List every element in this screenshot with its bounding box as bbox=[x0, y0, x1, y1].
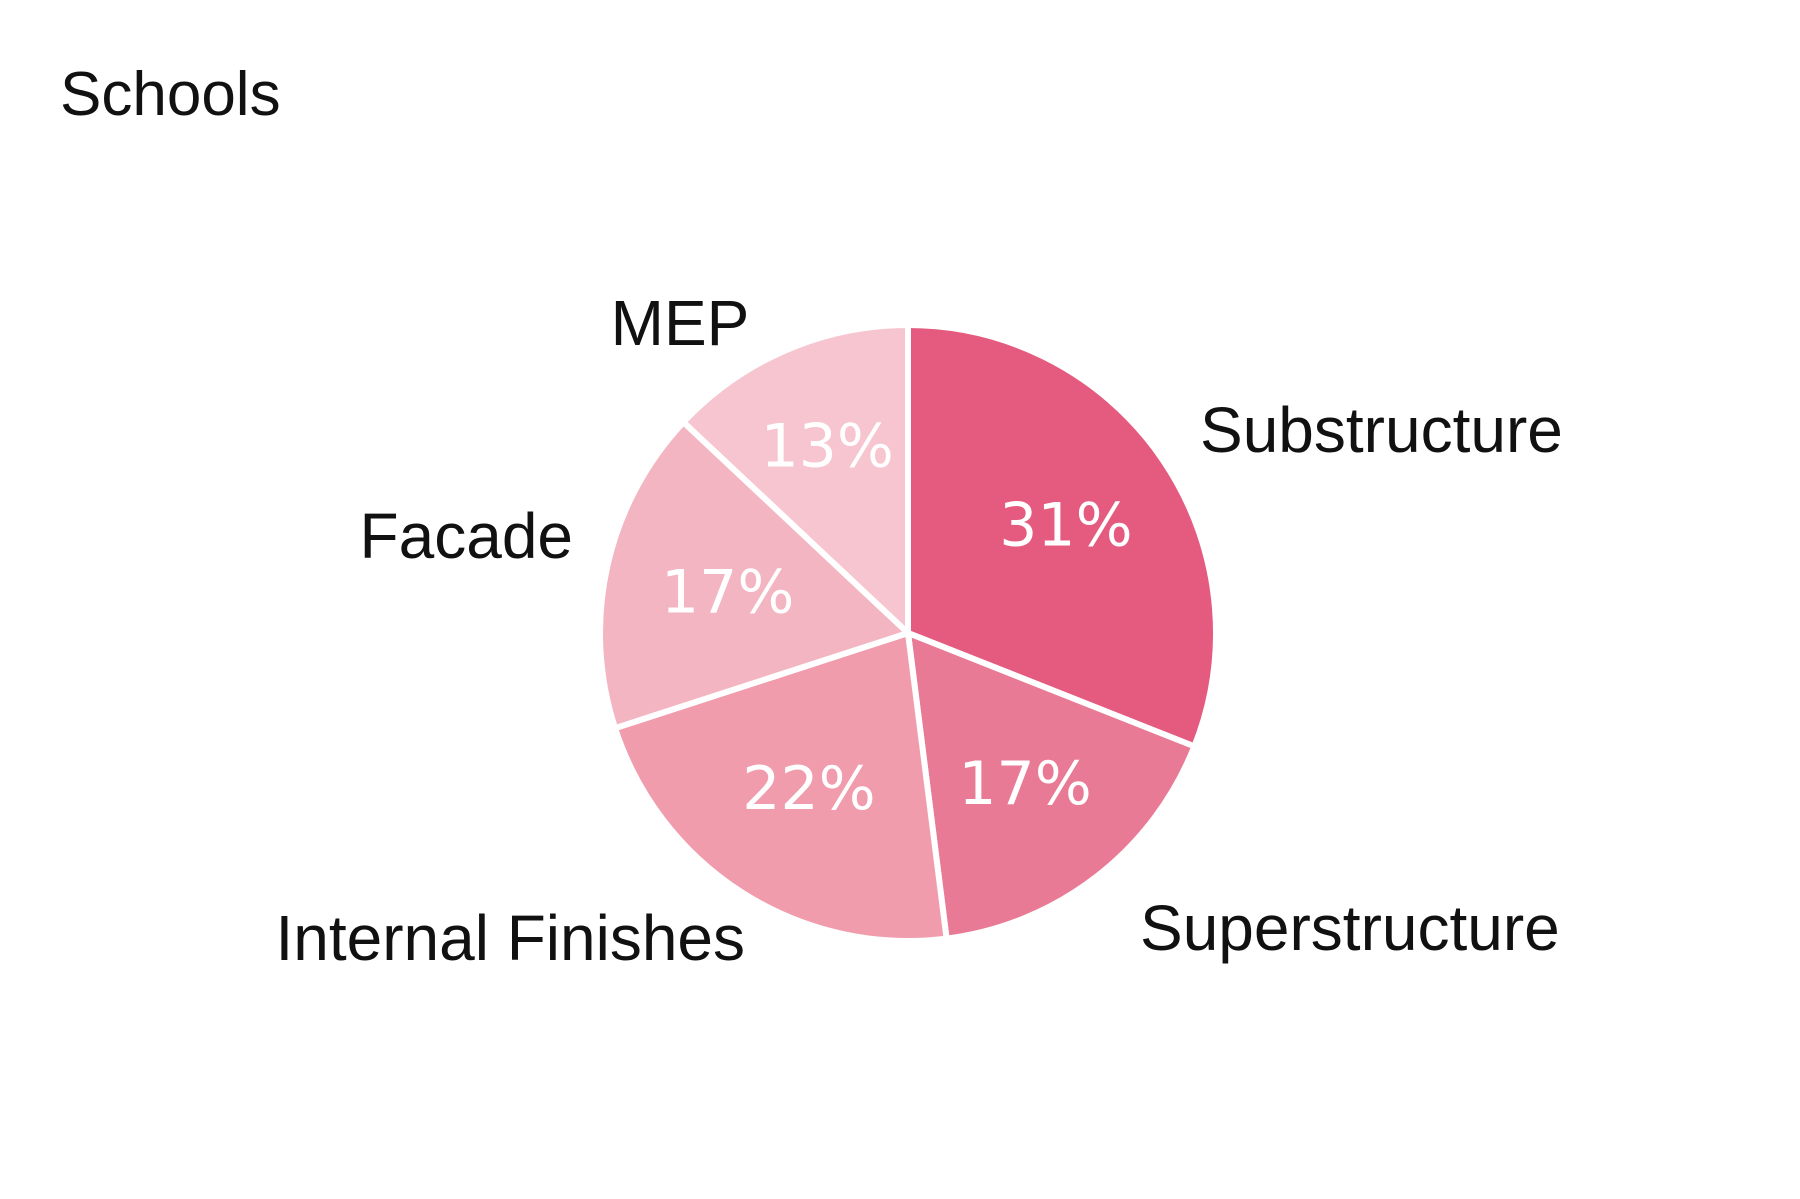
pie-slice-facade bbox=[597, 419, 911, 732]
pie-slice-superstructure bbox=[905, 630, 1198, 942]
percent-label-facade: 17% bbox=[661, 558, 794, 628]
percent-labels: 31% 17% 22% 17% 13% bbox=[661, 411, 1133, 824]
pie-slice-substructure bbox=[905, 322, 1219, 750]
category-label-facade: Facade bbox=[360, 500, 573, 572]
pie-slices bbox=[597, 322, 1219, 944]
percent-label-superstructure: 17% bbox=[958, 749, 1091, 819]
percent-label-substructure: 31% bbox=[999, 491, 1132, 561]
percent-label-internal-finishes: 22% bbox=[742, 754, 875, 824]
category-labels: Substructure Superstructure Internal Finis… bbox=[275, 287, 1562, 974]
category-label-substructure: Substructure bbox=[1200, 394, 1563, 466]
category-label-internal-finishes: Internal Finishes bbox=[275, 902, 745, 974]
category-label-mep: MEP bbox=[611, 287, 750, 359]
category-label-superstructure: Superstructure bbox=[1140, 892, 1560, 964]
pie-slice-internal-finishes bbox=[612, 630, 950, 944]
chart-title: Schools bbox=[60, 60, 281, 129]
percent-label-mep: 13% bbox=[761, 411, 894, 481]
pie-slice-mep bbox=[680, 322, 911, 636]
